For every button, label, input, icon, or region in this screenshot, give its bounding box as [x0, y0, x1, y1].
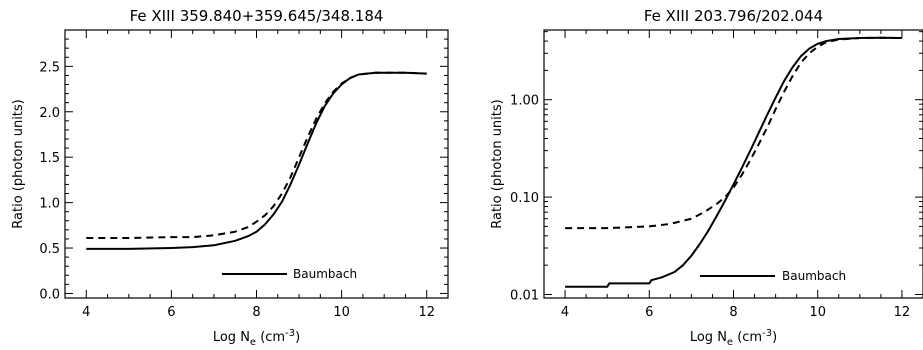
y-tick-label: 0.0 [39, 287, 60, 302]
y-tick-label: 0.01 [510, 288, 539, 303]
x-tick-label: 6 [167, 305, 175, 320]
y-tick-label: 1.00 [510, 94, 539, 109]
x-axis-label-part: e [250, 337, 256, 348]
x-axis-label-part: ) [295, 330, 300, 345]
y-tick-label: 2.5 [39, 60, 60, 75]
x-axis-label: Log Ne (cm-3) [213, 328, 300, 348]
x-axis-label-part: -3 [285, 328, 295, 339]
x-tick-label: 12 [418, 305, 435, 320]
x-tick-label: 6 [645, 305, 653, 320]
series-line-dashed [565, 36, 902, 230]
y-axis-label: Ratio (photon units) [490, 99, 505, 228]
left-chart: Fe XIII 359.840+359.645/348.184 4 6 8 10 12 0.… [11, 7, 449, 348]
y-tick-label: 0.5 [39, 242, 60, 257]
right-chart: Fe XIII 203.796/202.044 4 6 8 10 12 0.01 0.10 1.… [490, 7, 923, 348]
plot-frame [543, 29, 923, 299]
x-axis-label-part: Log N [690, 330, 727, 345]
series-line-dashed [86, 71, 427, 239]
x-axis-label-part: (cm [256, 330, 285, 345]
x-axis-label-part: -3 [762, 328, 772, 339]
x-tick-label: 12 [894, 305, 911, 320]
x-tick-label: 8 [729, 305, 737, 320]
chart-title: Fe XIII 203.796/202.044 [644, 7, 823, 25]
x-axis-label-part: ) [772, 330, 777, 345]
plot-frame [64, 29, 449, 299]
x-axis-label: Log Ne (cm-3) [690, 328, 777, 348]
chart-title: Fe XIII 359.840+359.645/348.184 [130, 7, 384, 25]
y-axis-label: Ratio (photon units) [11, 99, 26, 228]
x-tick-label: 10 [333, 305, 350, 320]
x-tick-label: 4 [561, 305, 569, 320]
y-tick-label: 1.5 [39, 151, 60, 166]
legend-label: Baumbach [293, 267, 357, 281]
y-tick-label: 0.10 [510, 191, 539, 206]
x-tick-label: 4 [82, 305, 90, 320]
x-tick-label: 8 [252, 305, 260, 320]
x-axis-label-part: (cm [733, 330, 762, 345]
x-axis-label-part: e [727, 337, 733, 348]
legend-label: Baumbach [782, 269, 846, 283]
x-axis-label-part: Log N [213, 330, 250, 345]
x-tick-label: 10 [809, 305, 826, 320]
y-tick-label: 1.0 [39, 197, 60, 212]
y-tick-label: 2.0 [39, 106, 60, 121]
series-line-baumbach [565, 36, 902, 288]
